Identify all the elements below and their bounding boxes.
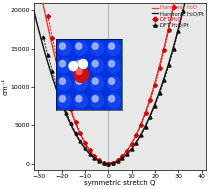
- Y-axis label: cm⁻¹: cm⁻¹: [3, 78, 9, 95]
- Legend: Harmonic H₂O, Harmonic H₂O/Pt, DFT H₂O, DFT H₂O/Pt: Harmonic H₂O, Harmonic H₂O/Pt, DFT H₂O, …: [152, 5, 204, 28]
- X-axis label: symmetric stretch Q: symmetric stretch Q: [84, 180, 156, 186]
